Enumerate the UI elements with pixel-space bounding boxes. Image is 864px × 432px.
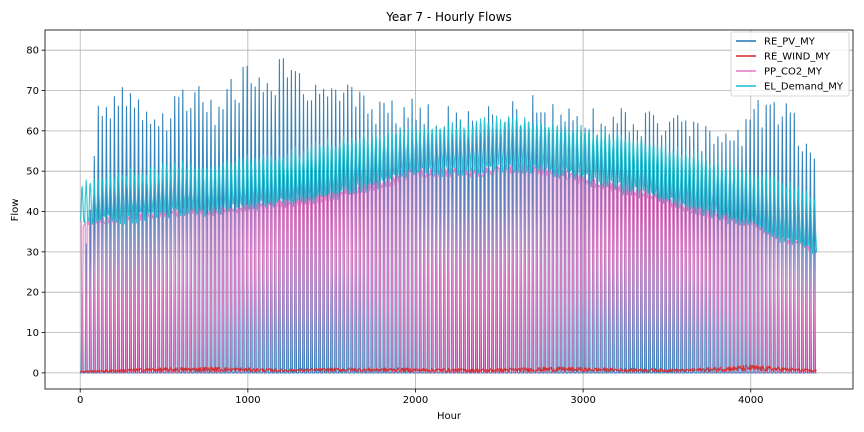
y-tick-label: 0: [33, 368, 39, 379]
x-tick-label: 1000: [235, 395, 260, 406]
legend-label: EL_Demand_MY: [764, 82, 844, 93]
y-tick-label: 70: [26, 86, 39, 97]
x-tick-label: 4000: [738, 395, 763, 406]
y-axis-label: Flow: [10, 199, 21, 222]
series-line: [79, 364, 817, 373]
x-tick-label: 0: [77, 395, 83, 406]
y-tick-label: 30: [26, 247, 39, 258]
y-axis: 0 10 20 30 40 50 60 70 80: [26, 46, 45, 379]
y-tick-label: 50: [26, 167, 39, 178]
y-tick-label: 60: [26, 126, 39, 137]
series-line: [79, 163, 818, 374]
x-tick-label: 3000: [570, 395, 595, 406]
y-tick-label: 40: [26, 207, 39, 218]
plot-frame: [44, 29, 854, 390]
legend-label: RE_PV_MY: [764, 37, 816, 48]
series-line: [80, 58, 817, 374]
y-tick-label: 10: [26, 328, 39, 339]
x-tick-label: 2000: [403, 395, 428, 406]
y-tick-label: 20: [26, 288, 39, 299]
legend-box: [730, 31, 850, 97]
x-axis-label: Hour: [437, 411, 462, 422]
plot-area: [79, 58, 818, 374]
legend-label: PP_CO2_MY: [764, 67, 823, 78]
series-line: [79, 114, 818, 255]
x-axis: 0 1000 2000 3000 4000: [77, 389, 763, 406]
legend: RE_PV_MY RE_WIND_MY PP_CO2_MY EL_Demand_MY: [730, 31, 850, 97]
chart-title: Year 7 - Hourly Flows: [385, 10, 512, 24]
legend-label: RE_WIND_MY: [764, 52, 831, 63]
y-tick-label: 80: [26, 46, 39, 57]
